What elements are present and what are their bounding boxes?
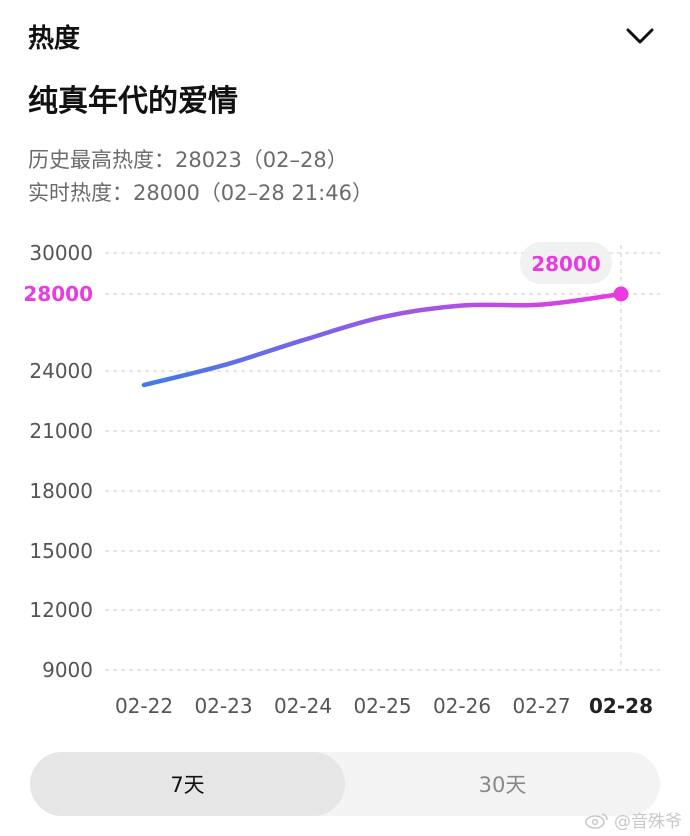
y-tick-label: 21000 xyxy=(29,419,93,443)
y-tick-label: 15000 xyxy=(29,539,93,563)
watermark-text: @音殊爷 xyxy=(614,812,682,832)
current-value-bubble xyxy=(520,242,612,284)
x-tick-label: 02-25 xyxy=(353,694,411,718)
topic-title: 纯真年代的爱情 xyxy=(28,84,238,119)
range-tab-30d[interactable]: 30天 xyxy=(478,773,527,797)
heat-line-chart: 300002800024000210001800015000120009000 … xyxy=(23,241,660,718)
realtime-heat-text: 实时热度：28000（02–28 21:46） xyxy=(28,181,373,205)
x-tick-label: 02-23 xyxy=(194,694,252,718)
historical-peak-text: 历史最高热度：28023（02–28） xyxy=(28,148,348,172)
y-tick-label: 24000 xyxy=(29,359,93,383)
heat-series-line xyxy=(141,291,624,388)
current-point-marker xyxy=(613,286,629,302)
y-tick-label: 30000 xyxy=(29,241,93,265)
y-tick-label: 28000 xyxy=(23,282,93,306)
y-tick-label: 12000 xyxy=(29,598,93,622)
range-tab-7d[interactable]: 7天 xyxy=(30,752,345,816)
y-tick-label: 9000 xyxy=(42,658,93,682)
current-value-label: 28000 xyxy=(531,252,601,276)
watermark: @音殊爷 xyxy=(584,807,682,832)
range-selector: 7天 30天 xyxy=(30,752,660,816)
x-tick-label: 02-27 xyxy=(512,694,570,718)
weibo-icon xyxy=(585,812,608,829)
x-tick-label: 02-24 xyxy=(274,694,332,718)
x-tick-label: 02-22 xyxy=(115,694,173,718)
collapse-button[interactable] xyxy=(618,14,662,58)
header-title: 热度 xyxy=(28,23,81,54)
chevron-down-icon xyxy=(626,28,654,44)
x-tick-label: 02-26 xyxy=(433,694,491,718)
header: 热度 xyxy=(28,14,662,58)
x-tick-label: 02-28 xyxy=(589,694,653,718)
y-tick-label: 18000 xyxy=(29,479,93,503)
